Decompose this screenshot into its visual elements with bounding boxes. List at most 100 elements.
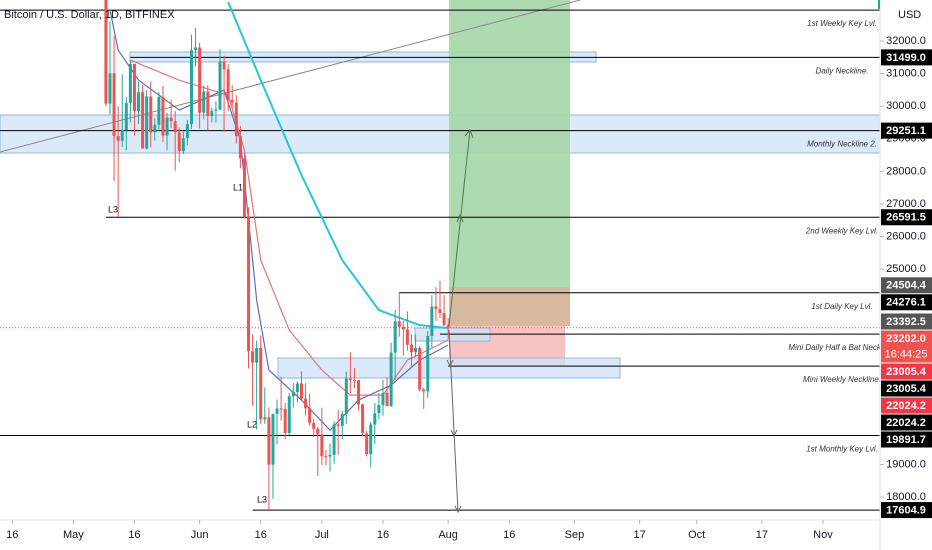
x-tick-label: Nov bbox=[813, 529, 833, 541]
candle-body bbox=[336, 424, 340, 426]
arrow-head bbox=[456, 213, 464, 223]
arrow-head bbox=[446, 359, 454, 368]
price-tag-label: 17604.9 bbox=[886, 504, 926, 516]
x-tick-label: Sep bbox=[565, 529, 585, 541]
candle-body bbox=[405, 329, 409, 345]
candle-body bbox=[385, 392, 389, 406]
candle-body bbox=[414, 347, 418, 353]
candle-body bbox=[434, 306, 438, 310]
annotation: L3 bbox=[108, 204, 118, 214]
candle-body bbox=[128, 63, 132, 103]
candle-body bbox=[422, 389, 426, 392]
candle-body bbox=[259, 347, 263, 420]
level-label: 2nd Weekly Key Lvl. bbox=[805, 226, 878, 235]
candle-body bbox=[438, 309, 442, 314]
level-label: Mini Daily Half a Bat Neckline. bbox=[788, 343, 895, 352]
candle-body bbox=[340, 414, 344, 426]
candle-body bbox=[393, 321, 397, 353]
candle-body bbox=[234, 102, 238, 137]
arrow-head bbox=[450, 429, 458, 438]
level-label: Monthly Neckline 2. bbox=[807, 140, 877, 149]
countdown-label: 16:44:25 bbox=[885, 348, 928, 360]
price-tag bbox=[881, 209, 932, 226]
price-tag bbox=[881, 313, 932, 330]
candle-body bbox=[206, 91, 210, 116]
price-tag-label: 29251.1 bbox=[886, 125, 926, 137]
price-tag-label: 23005.4 bbox=[886, 366, 927, 378]
candle-body bbox=[271, 413, 275, 465]
candle-body bbox=[116, 136, 120, 141]
price-tag-label: 19891.7 bbox=[886, 434, 926, 446]
candle-body bbox=[263, 417, 267, 420]
price-tag bbox=[881, 380, 932, 397]
candle-body bbox=[210, 110, 214, 116]
x-tick-label: 17 bbox=[634, 529, 646, 541]
price-tag bbox=[881, 431, 932, 448]
candle-body bbox=[352, 379, 356, 381]
x-tick-label: 17 bbox=[756, 529, 768, 541]
price-tag bbox=[881, 122, 932, 139]
candle-body bbox=[287, 396, 291, 434]
candle-body bbox=[157, 97, 161, 125]
y-tick-label: 19000.0 bbox=[886, 459, 926, 471]
candle-body bbox=[173, 121, 177, 133]
candle-body bbox=[132, 63, 136, 112]
candle-body bbox=[283, 408, 287, 434]
level-label: 1st Monthly Key Lvl. bbox=[806, 445, 878, 454]
candle-body bbox=[226, 69, 230, 100]
candle-body bbox=[426, 335, 430, 392]
plot-area: 1st Weekly Key Lvl. Daily Neckline. Monthl… bbox=[0, 0, 895, 520]
price-tag bbox=[881, 49, 932, 66]
candle-body bbox=[295, 383, 299, 392]
y-tick-label: 30000.0 bbox=[886, 100, 926, 112]
candle-body bbox=[153, 124, 157, 133]
candle-body bbox=[198, 47, 202, 113]
candle-body bbox=[446, 325, 450, 328]
price-tag bbox=[881, 330, 932, 363]
candle-body bbox=[430, 306, 434, 336]
y-tick-label: 31000.0 bbox=[886, 68, 926, 80]
overlay bbox=[446, 129, 474, 514]
moving-average bbox=[109, 9, 449, 432]
candle-body bbox=[145, 96, 149, 149]
zone-mini-weekly bbox=[277, 357, 621, 379]
candle-body bbox=[247, 216, 251, 352]
candle-body bbox=[255, 347, 259, 363]
candle-body bbox=[137, 92, 141, 112]
candle-body bbox=[108, 73, 112, 104]
candle-body bbox=[222, 61, 226, 70]
candle-body bbox=[238, 136, 242, 159]
price-tag-label: 23005.4 bbox=[886, 383, 927, 395]
x-tick-label: Oct bbox=[688, 529, 705, 541]
candle-body bbox=[279, 408, 283, 410]
overlap-zone bbox=[449, 287, 570, 326]
price-tag bbox=[881, 277, 932, 294]
arrow-up bbox=[448, 129, 471, 327]
candle-body bbox=[357, 380, 361, 405]
y-tick-label: 26000.0 bbox=[886, 230, 926, 242]
candle-body bbox=[230, 99, 234, 103]
x-tick-label: 16 bbox=[6, 529, 18, 541]
candle-body bbox=[141, 92, 145, 149]
price-tag bbox=[881, 397, 932, 414]
candle-body bbox=[389, 352, 393, 406]
candle-body bbox=[218, 61, 222, 110]
candle-body bbox=[291, 391, 295, 397]
candle-body bbox=[316, 428, 320, 435]
candle-body bbox=[365, 433, 369, 455]
candle-body bbox=[348, 378, 352, 380]
arrow-head bbox=[464, 129, 474, 139]
candle-body bbox=[418, 347, 422, 390]
candle-body bbox=[377, 404, 381, 414]
x-tick-label: Jul bbox=[315, 529, 329, 541]
x-tick-label: Aug bbox=[438, 529, 458, 541]
candle-body bbox=[161, 97, 165, 136]
level-label: 1st Daily Key Lvl. bbox=[811, 302, 872, 311]
price-tag-label: 23202.0 bbox=[886, 333, 926, 345]
candle-body bbox=[369, 424, 373, 455]
level-label: Daily Neckline. bbox=[816, 66, 869, 75]
zone-monthly bbox=[0, 114, 880, 154]
price-tag bbox=[881, 294, 932, 311]
candle-body bbox=[165, 117, 169, 136]
candle-body bbox=[104, 0, 108, 104]
